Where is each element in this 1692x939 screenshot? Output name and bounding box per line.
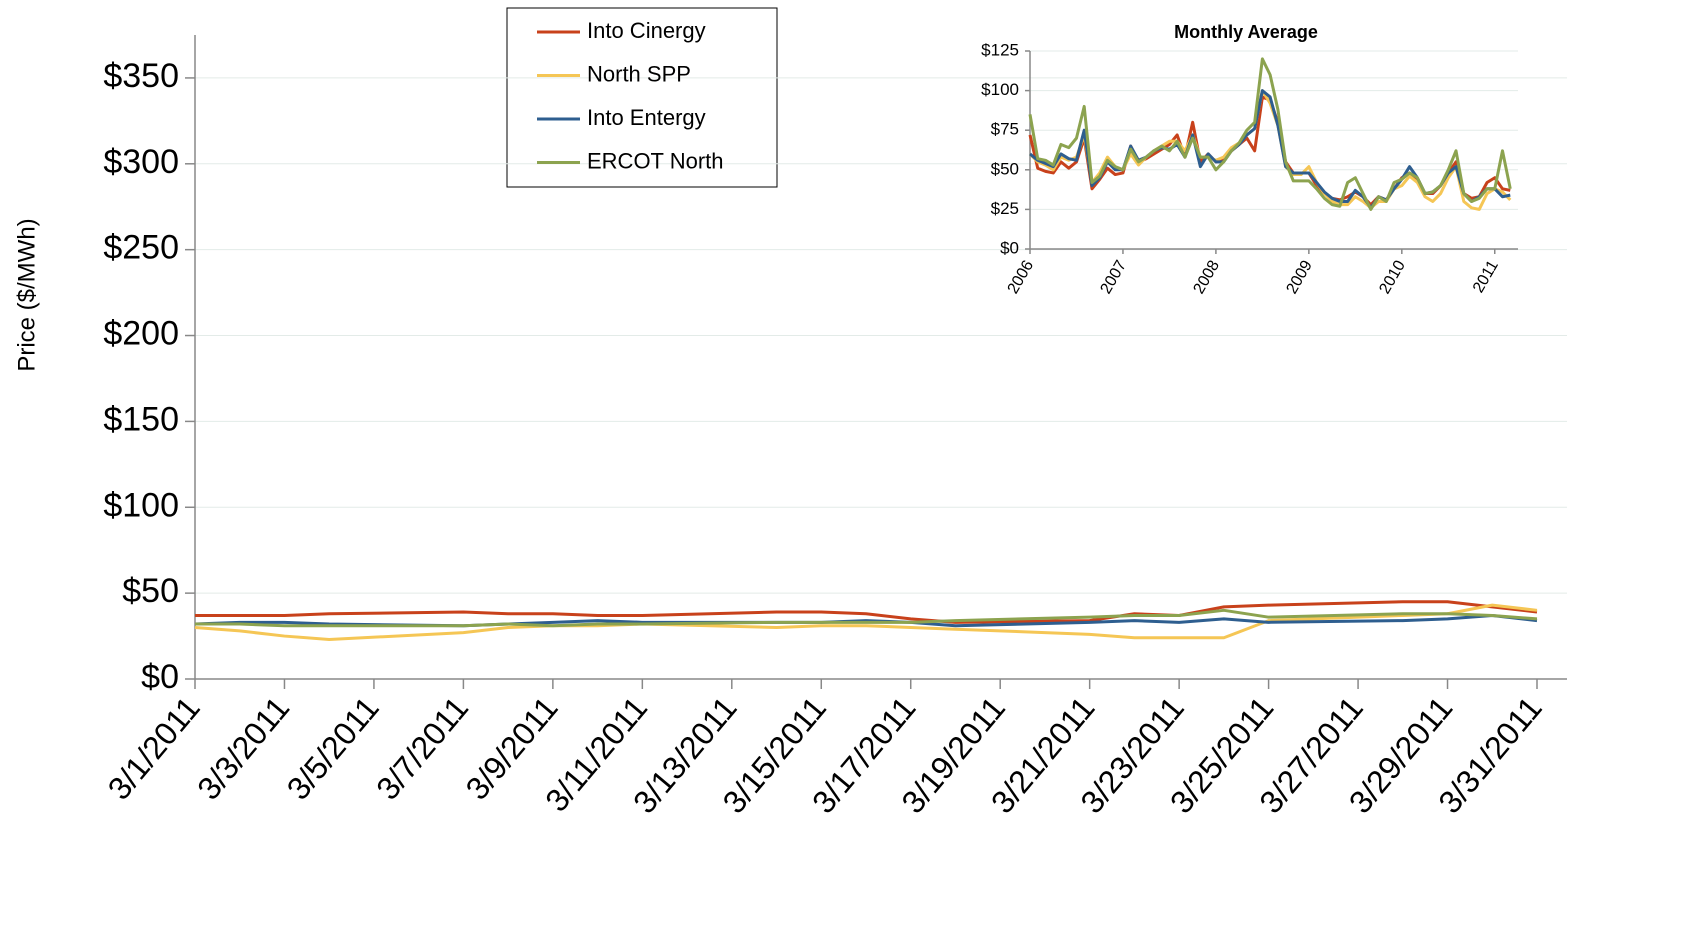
y-tick-label: $100 <box>981 80 1019 99</box>
y-tick-label: $25 <box>991 199 1019 218</box>
y-axis-label: Price ($/MWh) <box>13 218 40 371</box>
y-tick-label: $75 <box>991 120 1019 139</box>
inset-title: Monthly Average <box>1174 22 1318 42</box>
x-tick-label: 3/3/2011 <box>190 690 296 807</box>
y-tick-label: $150 <box>103 400 179 438</box>
y-tick-label: $200 <box>103 315 179 353</box>
x-tick-label: 2008 <box>1191 258 1224 297</box>
y-tick-label: $300 <box>103 143 179 181</box>
y-tick-label: $100 <box>103 486 179 524</box>
x-tick-label: 2007 <box>1098 258 1131 297</box>
legend-box <box>506 7 778 188</box>
x-tick-label: 2010 <box>1376 258 1409 297</box>
y-tick-label: $0 <box>141 658 179 696</box>
x-tick-label: 3/7/2011 <box>369 690 475 807</box>
series-line <box>195 600 1538 624</box>
series-line <box>1028 57 1512 211</box>
series-line <box>1028 89 1512 211</box>
y-tick-label: $250 <box>103 229 179 267</box>
y-tick-label: $350 <box>103 57 179 95</box>
series-line <box>194 603 1538 642</box>
x-tick-label: 3/5/2011 <box>280 690 386 807</box>
x-tick-label: 2009 <box>1283 258 1316 297</box>
x-tick-label: 2006 <box>1005 258 1038 297</box>
y-tick-label: $50 <box>991 159 1019 178</box>
series-line <box>1029 89 1511 210</box>
x-tick-label: 3/1/2011 <box>101 690 207 807</box>
y-tick-label: $125 <box>981 40 1019 59</box>
y-tick-label: $0 <box>1000 238 1019 257</box>
legend-label: Into Entergy <box>587 105 706 130</box>
legend-label: ERCOT North <box>587 148 724 173</box>
series-line <box>195 608 1538 628</box>
y-tick-label: $50 <box>122 572 179 610</box>
legend-label: Into Cinergy <box>587 18 706 43</box>
legend-label: North SPP <box>587 61 691 86</box>
x-tick-label: 2011 <box>1470 258 1502 296</box>
